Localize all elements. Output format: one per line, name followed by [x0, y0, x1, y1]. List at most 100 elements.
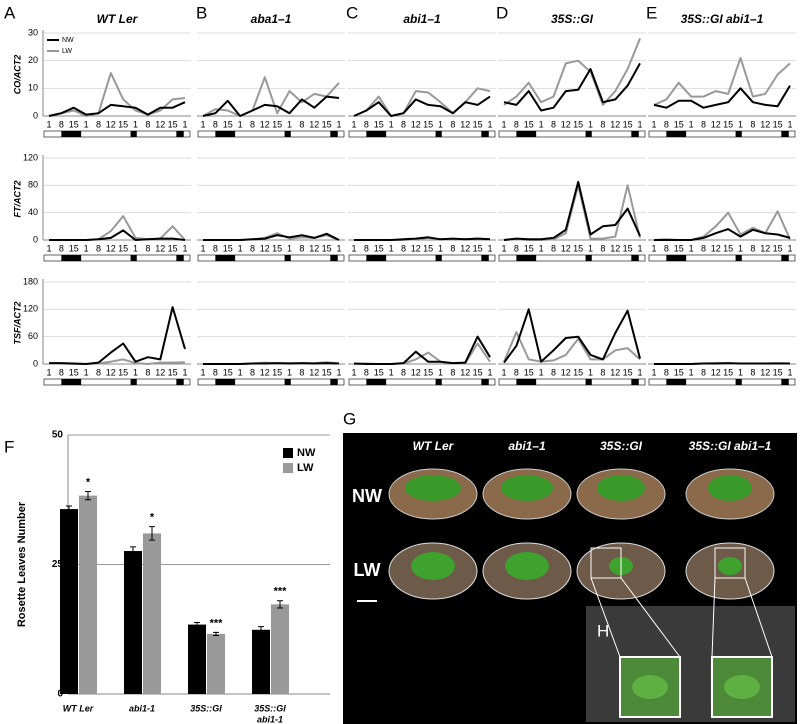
x-tick-label: 1: [389, 243, 394, 253]
y-tick-label: 0: [33, 110, 38, 120]
y-tick-label: 0: [33, 234, 38, 244]
x-tick-label: 12: [106, 243, 116, 253]
x-tick-label: 1: [501, 119, 506, 129]
x-tick-label: 15: [573, 243, 583, 253]
chart-title: abi1–1: [403, 12, 441, 26]
series-line: [653, 210, 791, 241]
x-tick-label: 15: [623, 367, 633, 377]
photo-row-label: NW: [352, 486, 382, 506]
chart-title: WT Ler: [97, 12, 139, 26]
x-tick-label: 1: [84, 119, 89, 129]
x-tick-label: 15: [573, 119, 583, 129]
photo-row-label: LW: [354, 560, 381, 580]
x-tick-label: 8: [701, 367, 706, 377]
x-tick-label: 1: [539, 367, 544, 377]
y-tick-label: 120: [23, 152, 38, 162]
error-bar: [149, 526, 155, 541]
x-tick-label: 12: [711, 243, 721, 253]
x-tick-label: 35S::GI: [190, 703, 222, 713]
x-tick-label: 12: [460, 367, 470, 377]
x-tick-label: 8: [145, 367, 150, 377]
x-tick-label: 8: [600, 367, 605, 377]
x-tick-label: 1: [637, 119, 642, 129]
x-tick-label: 12: [610, 119, 620, 129]
day-night-bar: [498, 254, 646, 262]
x-tick-label: 8: [401, 243, 406, 253]
series-line: [354, 236, 491, 241]
series-line: [202, 95, 340, 117]
night-segment: [516, 379, 537, 385]
x-tick-label: 15: [773, 243, 783, 253]
x-tick-label: 8: [401, 367, 406, 377]
x-tick-label: 15: [623, 119, 633, 129]
x-tick-label: 8: [664, 243, 669, 253]
y-axis-label: TSF/ACT2: [12, 301, 22, 344]
x-tick-label: 1: [133, 243, 138, 253]
series-line: [49, 215, 186, 241]
error-bar: [130, 546, 136, 556]
x-tick-label: WT Ler: [63, 703, 94, 713]
x-tick-label: 1: [501, 367, 506, 377]
night-segment: [481, 379, 489, 385]
x-tick-label: 1: [200, 243, 205, 253]
panel-label: C: [346, 3, 358, 22]
x-tick-label: 15: [773, 367, 783, 377]
x-tick-label: 1: [351, 243, 356, 253]
series-line: [203, 232, 340, 241]
night-segment: [631, 255, 639, 261]
leaf: [632, 675, 668, 699]
bar: [60, 509, 78, 694]
x-tick-label: 12: [460, 243, 470, 253]
y-tick-label: 60: [28, 331, 38, 341]
x-tick-label: 15: [69, 367, 79, 377]
series-line: [353, 87, 491, 117]
bar: [252, 629, 270, 694]
x-tick-label: abi1-1: [257, 714, 283, 724]
x-tick-label: 15: [322, 119, 332, 129]
x-tick-label: 1: [651, 243, 656, 253]
x-tick-label: 15: [423, 243, 433, 253]
x-tick-label: abi1-1: [129, 703, 155, 713]
x-tick-label: 8: [750, 119, 755, 129]
y-tick-label: 30: [28, 27, 38, 37]
x-tick-label: 15: [168, 243, 178, 253]
night-segment: [585, 131, 592, 137]
error-bar: [85, 490, 91, 501]
error-bar: [258, 626, 264, 634]
night-segment: [284, 255, 291, 261]
x-tick-label: 12: [309, 243, 319, 253]
day-night-bar: [197, 130, 345, 138]
x-tick-label: 8: [364, 367, 369, 377]
day-night-bar: [43, 254, 191, 262]
x-tick-label: 1: [389, 119, 394, 129]
legend-label: LW: [297, 462, 314, 474]
x-tick-label: 8: [514, 119, 519, 129]
x-tick-label: 1: [651, 119, 656, 129]
series-line: [48, 101, 186, 117]
x-tick-label: 12: [760, 243, 770, 253]
x-tick-label: 15: [168, 367, 178, 377]
series-line: [503, 62, 641, 112]
x-tick-label: 8: [96, 243, 101, 253]
panel-label: D: [496, 3, 508, 22]
night-segment: [631, 379, 639, 385]
x-tick-label: 12: [610, 243, 620, 253]
chart-title: aba1–1: [251, 12, 292, 26]
night-segment: [781, 379, 789, 385]
x-tick-label: 1: [46, 119, 51, 129]
x-tick-label: 12: [411, 367, 421, 377]
x-tick-label: 1: [84, 243, 89, 253]
x-tick-label: 1: [238, 243, 243, 253]
x-tick-label: 1: [46, 243, 51, 253]
day-night-bar: [648, 254, 796, 262]
x-tick-label: 15: [272, 243, 282, 253]
night-segment: [176, 379, 184, 385]
x-tick-label: 8: [401, 119, 406, 129]
night-segment: [176, 255, 184, 261]
x-tick-label: 8: [664, 367, 669, 377]
night-segment: [481, 131, 489, 137]
x-tick-label: 12: [411, 243, 421, 253]
night-segment: [481, 255, 489, 261]
x-tick-label: 8: [450, 119, 455, 129]
error-bar: [194, 622, 200, 628]
